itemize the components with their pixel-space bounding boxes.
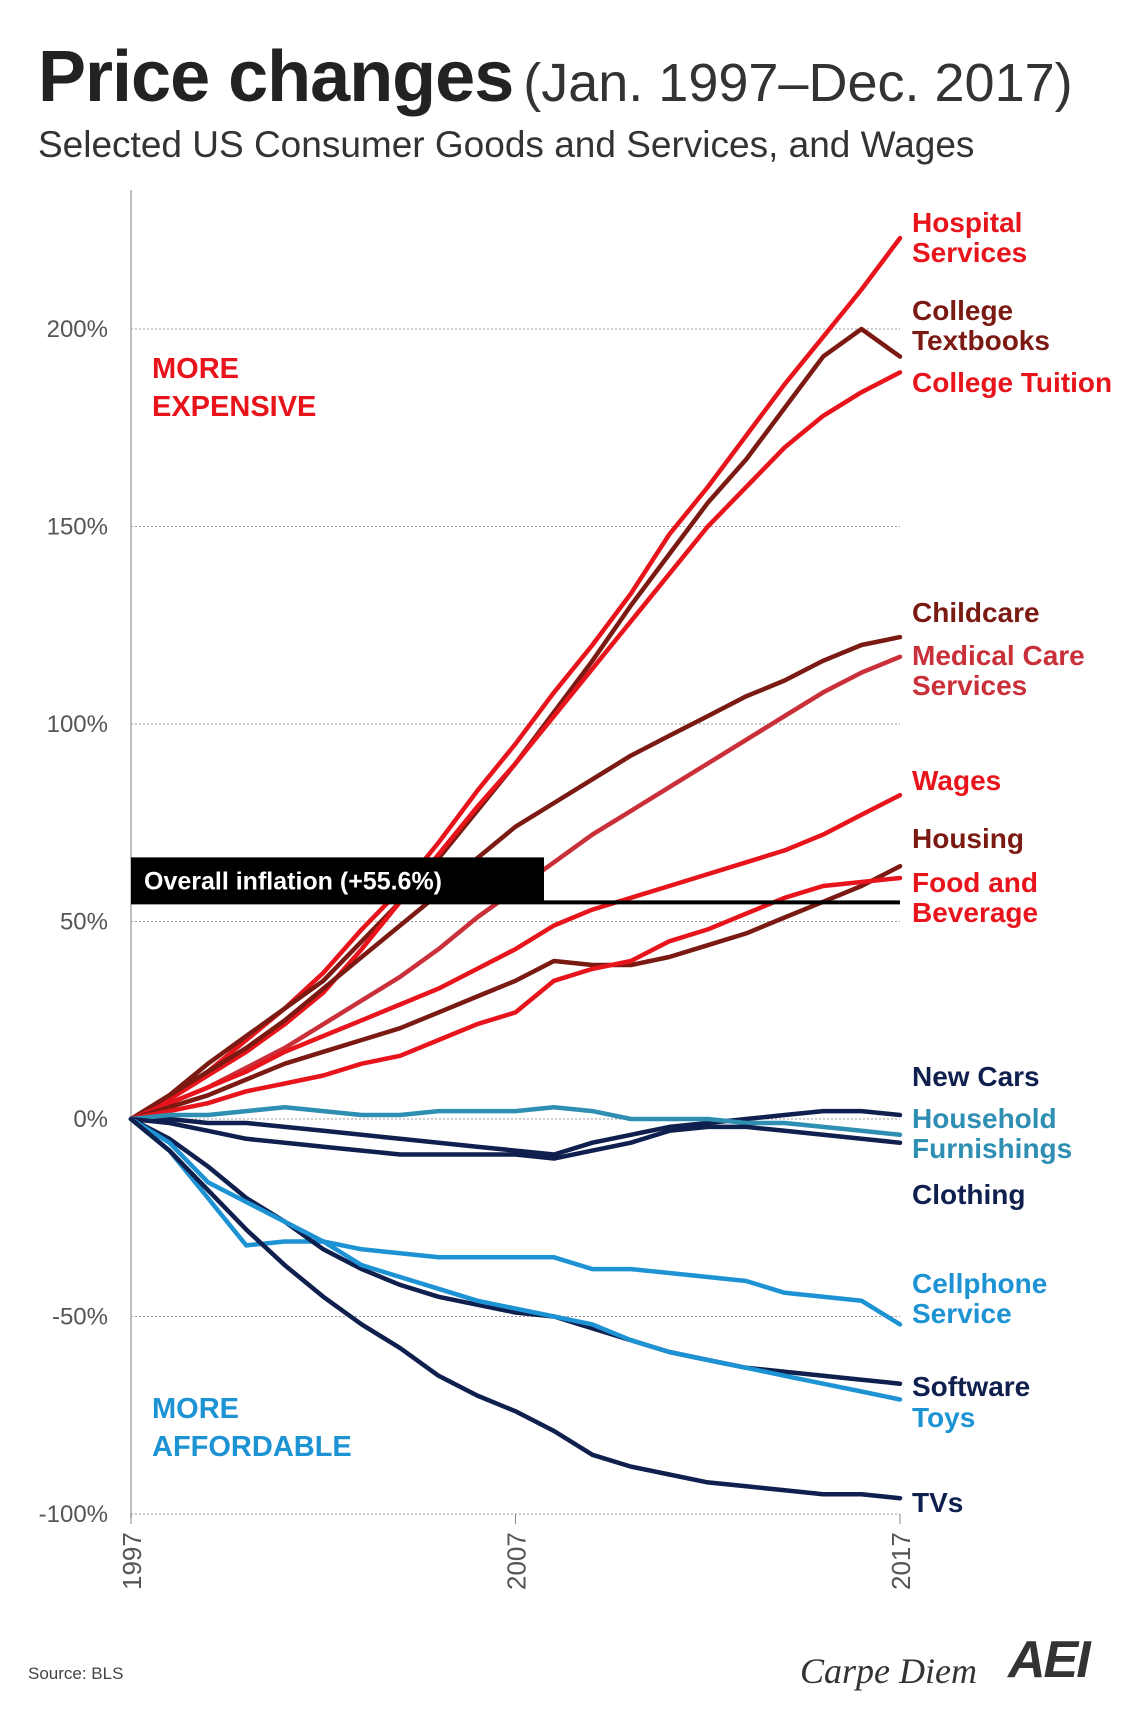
series-label-toys: Toys <box>912 1402 975 1433</box>
overall-inflation-label: Overall inflation (+55.6%) <box>144 867 442 895</box>
x-tick-label: 2017 <box>886 1532 916 1590</box>
overall-inflation-box <box>131 857 544 904</box>
series-line-software <box>128 1116 903 1386</box>
series-line-tvs <box>128 1116 903 1501</box>
y-tick-label: -100% <box>39 1501 108 1528</box>
series-label-hospital-services: Services <box>912 237 1027 268</box>
series-line-household-furnishings <box>128 1104 903 1138</box>
more-expensive-label: MORE <box>152 353 239 385</box>
series-label-college-tuition: College Tuition <box>912 367 1112 398</box>
series-label-tvs: TVs <box>912 1487 963 1518</box>
y-tick-label: 200% <box>47 316 108 343</box>
source-note: Source: BLS <box>28 1664 124 1683</box>
series-label-childcare: Childcare <box>912 597 1040 628</box>
series-label-housing: Housing <box>912 823 1024 854</box>
series-label-new-cars: New Cars <box>912 1061 1040 1092</box>
y-tick-label: 150% <box>47 514 108 541</box>
series-line-housing <box>128 863 903 1122</box>
series-line-toys <box>128 1116 903 1402</box>
title-row: Price changes (Jan. 1997–Dec. 2017) <box>38 36 1073 118</box>
more-affordable-label: AFFORDABLE <box>152 1431 352 1463</box>
series-label-software: Software <box>912 1371 1030 1402</box>
y-tick-label: 0% <box>73 1106 108 1133</box>
more-expensive-label: EXPENSIVE <box>152 391 316 423</box>
series-line-clothing <box>128 1116 903 1161</box>
series-line-college-tuition <box>128 370 903 1122</box>
series-label-hospital-services: Hospital <box>912 207 1022 238</box>
aei-logo: AEI <box>1008 1631 1091 1689</box>
x-tick-label: 1997 <box>117 1532 147 1590</box>
x-tick-label: 2007 <box>502 1532 532 1590</box>
more-affordable-label: MORE <box>152 1393 239 1425</box>
carpe-diem-logo: Carpe Diem <box>800 1651 977 1691</box>
series-line-wages <box>128 792 903 1122</box>
series-label-wages: Wages <box>912 765 1001 796</box>
y-tick-label: -50% <box>52 1304 108 1331</box>
series-line-new-cars <box>128 1108 903 1157</box>
series-label-cellphone-service: Cellphone <box>912 1268 1047 1299</box>
series-label-clothing: Clothing <box>912 1179 1026 1210</box>
y-tick-label: 100% <box>47 711 108 738</box>
series-label-food-and-beverage: Beverage <box>912 897 1038 928</box>
chart-title: Price changes <box>38 37 514 117</box>
y-tick-label: 50% <box>60 909 108 936</box>
series-label-college-textbooks: Textbooks <box>912 325 1050 356</box>
series-label-medical-care-services: Medical Care <box>912 640 1085 671</box>
series-label-household-furnishings: Furnishings <box>912 1133 1072 1164</box>
chart-title-range: (Jan. 1997–Dec. 2017) <box>523 53 1073 113</box>
series-line-childcare <box>128 634 903 1122</box>
series-label-college-textbooks: College <box>912 295 1013 326</box>
series-label-food-and-beverage: Food and <box>912 867 1038 898</box>
series-label-medical-care-services: Services <box>912 670 1027 701</box>
series-label-cellphone-service: Service <box>912 1298 1012 1329</box>
chart-subtitle: Selected US Consumer Goods and Services,… <box>38 124 975 165</box>
series-line-food-and-beverage <box>128 875 903 1122</box>
series-label-household-furnishings: Household <box>912 1103 1057 1134</box>
